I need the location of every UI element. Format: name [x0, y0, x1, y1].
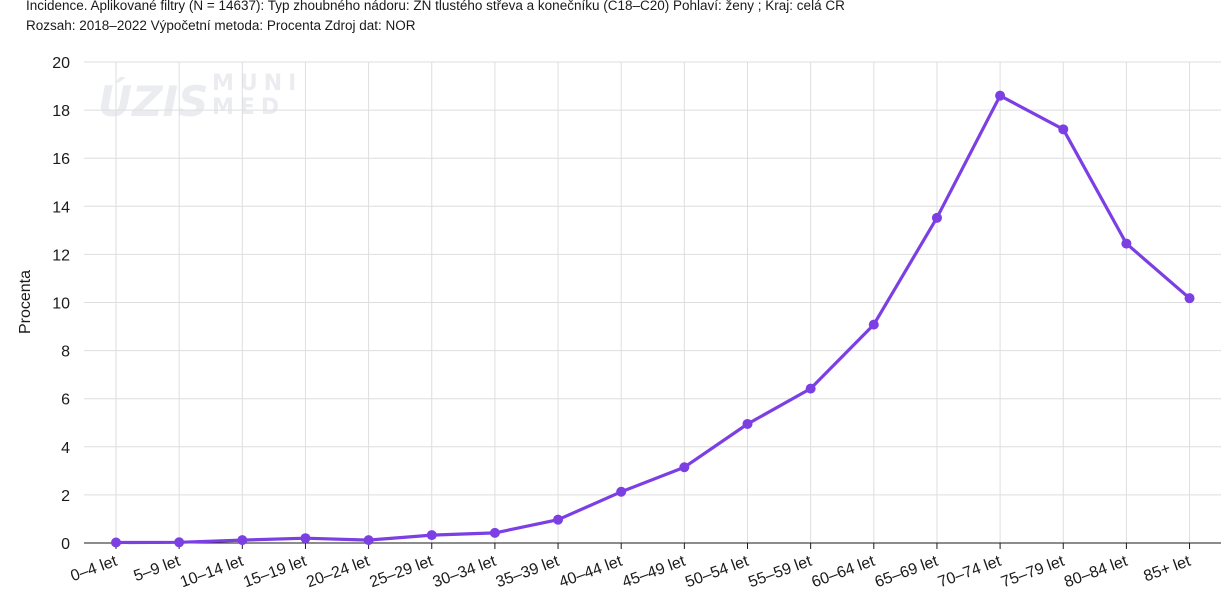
y-tick-label: 2 [61, 488, 70, 505]
data-point[interactable] [931, 212, 942, 223]
muni-logo-line2: MED [212, 95, 285, 120]
data-point[interactable] [111, 537, 121, 548]
filter-description: Incidence. Aplikované filtry (N = 14637)… [26, 0, 845, 13]
x-tick-label: 30–34 let [431, 553, 499, 592]
data-point[interactable] [1058, 124, 1069, 135]
y-tick-label: 4 [61, 440, 70, 457]
data-point[interactable] [995, 90, 1006, 101]
data-point[interactable] [1121, 238, 1132, 249]
x-tick-label: 40–44 let [557, 553, 625, 592]
x-tick-label: 0–4 let [68, 553, 119, 586]
x-tick-label: 10–14 let [178, 553, 246, 592]
y-tick-label: 12 [52, 247, 70, 264]
data-point[interactable] [679, 462, 690, 473]
data-point[interactable] [300, 533, 311, 544]
y-tick-label: 16 [52, 151, 70, 168]
y-axis-title: Procenta [17, 270, 34, 334]
x-tick-label: 45–49 let [620, 553, 688, 592]
data-point[interactable] [237, 535, 248, 546]
data-point[interactable] [1184, 293, 1195, 304]
x-tick-label: 15–19 let [241, 553, 309, 592]
grid [84, 61, 1221, 543]
x-tick-label: 80–84 let [1062, 553, 1130, 592]
x-tick-label: 75–79 let [999, 553, 1067, 592]
x-tick-label: 55–59 let [746, 553, 814, 592]
data-point[interactable] [742, 418, 753, 429]
muni-logo-line1: MUNI [212, 71, 302, 96]
y-tick-label: 14 [52, 199, 70, 216]
x-tick-label: 60–64 let [809, 553, 877, 592]
data-point[interactable] [489, 527, 500, 538]
x-tick-label: 50–54 let [683, 553, 751, 592]
chart-header: Incidence. Aplikované filtry (N = 14637)… [26, 0, 1216, 36]
series-group [111, 90, 1195, 548]
data-point[interactable] [174, 537, 185, 548]
x-tick-label: 35–39 let [494, 553, 562, 592]
y-tick-label: 20 [52, 55, 70, 72]
y-axis-ticks: 0 2 4 6 8 10 12 14 16 18 20 [52, 55, 70, 553]
x-tick-label: 65–69 let [873, 553, 941, 592]
range-description: Rozsah: 2018–2022 Výpočetní metoda: Proc… [26, 18, 416, 33]
y-tick-label: 18 [52, 103, 70, 120]
y-tick-label: 8 [61, 344, 70, 361]
data-point[interactable] [426, 530, 437, 541]
data-point[interactable] [553, 514, 564, 525]
data-point[interactable] [616, 486, 627, 497]
data-point[interactable] [363, 535, 374, 546]
y-tick-label: 0 [61, 536, 70, 553]
x-tick-label: 5–9 let [132, 553, 183, 586]
uzis-logo: ÚZIS [98, 76, 208, 126]
series-line [114, 94, 1192, 545]
x-tick-label: 20–24 let [304, 553, 372, 592]
y-tick-label: 10 [52, 296, 70, 313]
watermark-logos: ÚZIS MUNI MED [98, 71, 302, 126]
x-tick-label: 70–74 let [936, 553, 1004, 592]
data-point[interactable] [868, 319, 879, 330]
y-tick-label: 6 [61, 392, 70, 409]
x-tick-label: 25–29 let [367, 553, 435, 592]
data-point[interactable] [805, 383, 816, 394]
x-tick-label: 85+ let [1142, 553, 1194, 586]
